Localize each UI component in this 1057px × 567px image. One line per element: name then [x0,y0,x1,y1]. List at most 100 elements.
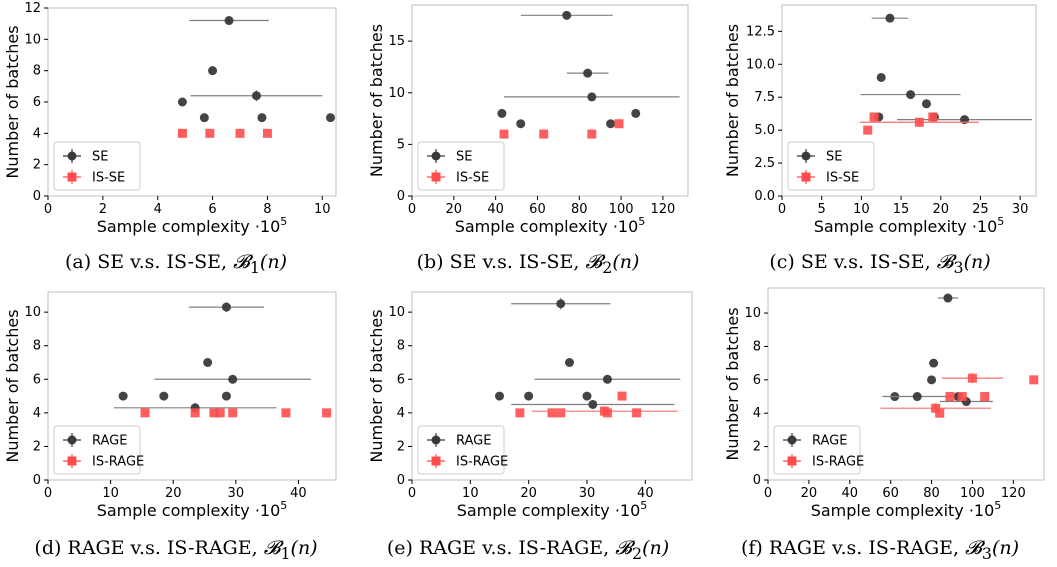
y-tick-label: 8 [33,339,41,354]
legend-marker-square [431,172,441,182]
legend-marker-square [67,172,77,182]
legend-marker-square [431,456,441,466]
caption-tail: (n) [612,251,640,273]
plot-frame [411,291,693,481]
y-axis-label: Number of batches [367,24,386,177]
data-point-square [281,408,291,418]
x-tick-label: 6 [208,202,216,217]
legend-label: RAGE [456,434,491,449]
x-axis-label: Sample complexity ·105 [97,215,288,236]
data-point-square [539,129,549,139]
x-tick-label: 0 [778,202,786,217]
data-point-square [945,392,955,402]
data-point-circle [221,391,231,401]
caption-d: (d) RAGE v.s. IS-RAGE, 𝓑1(n) [0,537,352,563]
data-point-square [967,373,977,383]
data-point-circle [562,10,572,20]
data-point-circle [556,299,566,309]
data-point-circle [495,391,504,401]
data-point-circle [631,108,641,118]
panel-c: 0 5 10 15 20 25 30 0.0 2.5 5.0 7.5 10.0 12.5 Sample c… [704,0,1056,283]
x-tick-label: 20 [932,202,949,217]
x-tick-label: 5 [818,202,826,217]
legend-label: IS-SE [92,171,125,186]
x-tick-label: 4 [154,202,162,217]
y-tick-label: 0.0 [754,189,775,204]
y-tick-label: 8 [33,64,41,79]
caption-e: (e) RAGE v.s. IS-RAGE, 𝓑2(n) [352,537,704,563]
x-tick-label: 30 [579,486,596,501]
x-tick-label: 80 [571,202,588,217]
y-tick-label: 6 [753,373,761,388]
x-tick-label: 20 [446,202,463,217]
plot-frame [411,4,689,197]
chart-c: 0 5 10 15 20 25 30 0.0 2.5 5.0 7.5 10.0 12.5 Sample c… [723,4,1037,236]
data-point-circle [583,68,593,78]
data-point-square [515,408,525,418]
x-tick-label: 60 [882,486,899,501]
legend-label: RAGE [812,434,847,449]
y-tick-label: 0 [753,473,761,488]
data-point-circle [606,119,616,129]
data-point-circle [565,358,574,367]
y-tick-label: 0 [397,473,405,488]
data-point-circle [516,119,526,129]
data-point-square [228,408,238,418]
y-tick-label: 2 [33,158,41,173]
plot-frame [767,287,1045,481]
y-tick-label: 2 [33,439,41,454]
y-axis-label: Number of batches [3,25,22,178]
data-point-square [209,408,219,418]
data-point-square [602,408,612,418]
x-axis-label: Sample complexity ·105 [814,215,1005,236]
y-tick-label: 10 [388,305,405,320]
x-tick-label: 30 [1012,202,1029,217]
data-point-circle [118,391,128,401]
data-point-circle [929,358,939,368]
y-tick-label: 2 [753,440,761,455]
data-point-square [322,408,332,418]
data-point-circle [199,113,209,123]
data-point-square [547,408,557,418]
legend-marker-circle [787,435,797,445]
y-tick-label: 7.5 [754,90,775,105]
y-tick-label: 4 [33,126,41,141]
caption-sub: 2 [602,257,613,277]
data-point-square [140,408,150,418]
x-tick-label: 10 [314,202,331,217]
x-tick-label: 80 [923,486,940,501]
data-point-circle [524,391,534,401]
y-tick-label: 8 [397,339,405,354]
x-axis-label: Sample complexity ·105 [457,499,648,520]
data-point-square [869,112,879,122]
x-tick-label: 0 [408,202,416,217]
legend-marker-square [801,172,811,182]
legend-marker-circle [431,151,441,161]
caption-text: (b) SE v.s. IS-SE, [416,251,586,273]
x-tick-label: 15 [893,202,910,217]
x-tick-label: 40 [842,486,859,501]
y-axis-label: Number of batches [723,24,742,177]
caption-math: 𝓑 [263,537,281,559]
caption-tail: (n) [963,251,991,273]
data-point-circle [885,13,895,23]
data-point-square [632,408,642,418]
caption-math: 𝓑 [936,251,954,273]
x-tick-label: 25 [972,202,989,217]
data-point-square [957,392,967,402]
data-point-circle [582,391,592,401]
caption-a: (a) SE v.s. IS-SE, 𝓑1(n) [0,251,352,277]
data-point-circle [326,113,336,123]
x-tick-label: 20 [165,486,182,501]
x-tick-label: 120 [1001,486,1026,501]
y-tick-label: 4 [33,406,41,421]
caption-tail: (n) [290,537,318,559]
caption-c: (c) SE v.s. IS-SE, 𝓑3(n) [704,251,1056,277]
caption-sub: 1 [280,543,291,563]
data-point-circle [203,358,213,367]
data-point-square [177,128,187,138]
legend-marker-circle [67,151,77,161]
panel-a: 0 2 4 6 8 10 0 2 4 6 8 10 12 Sample complexity ·105 Nu… [0,0,352,283]
panel-f: 0 20 40 60 80 100 120 0 2 4 6 8 10 Sample complexity … [704,284,1056,567]
